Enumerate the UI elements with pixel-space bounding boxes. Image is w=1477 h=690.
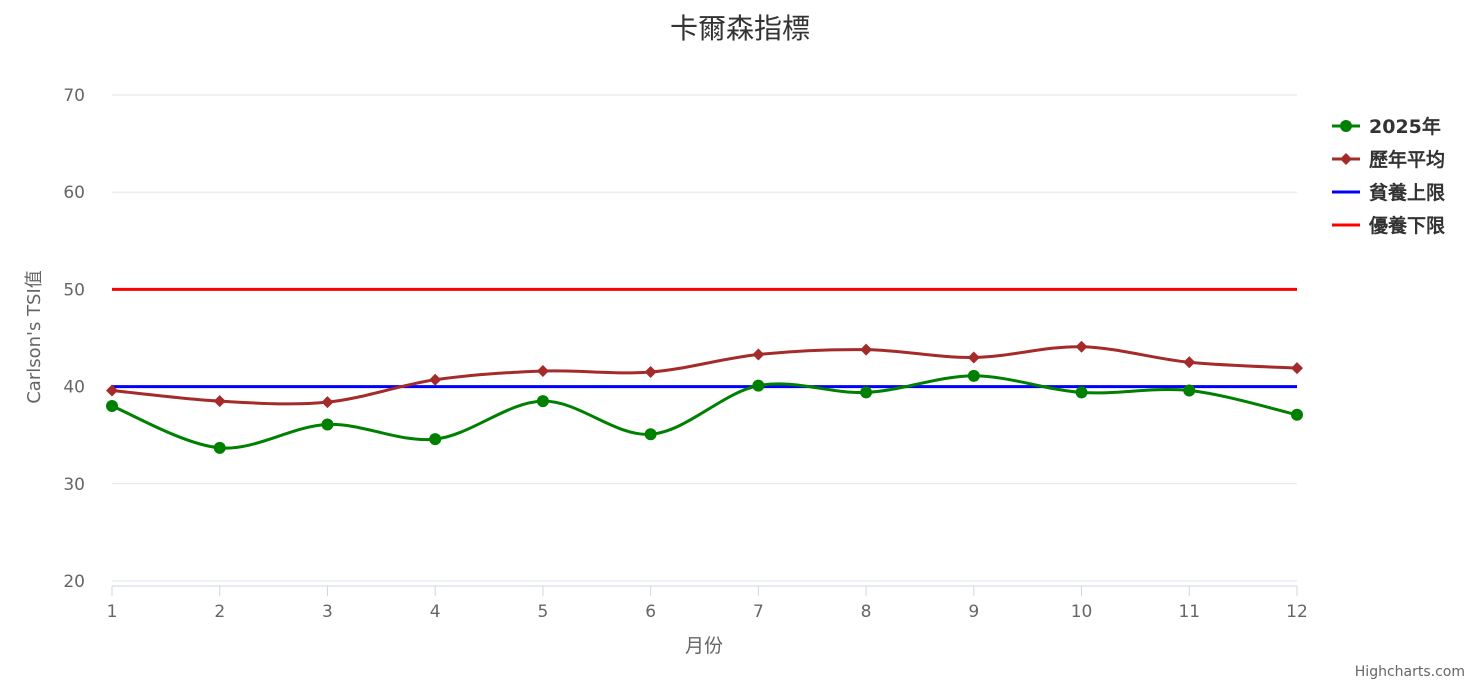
- legend-item[interactable]: 優養下限: [1332, 214, 1445, 237]
- series-0-point: [752, 379, 765, 392]
- legend-label: 歷年平均: [1369, 148, 1445, 171]
- x-tick-label: 10: [1071, 602, 1093, 622]
- x-tick-label: 2: [214, 602, 225, 622]
- legend-item[interactable]: 2025年: [1332, 115, 1441, 138]
- legend-label: 優養下限: [1368, 214, 1445, 237]
- series-1-point: [967, 351, 980, 364]
- y-tick-label: 60: [63, 183, 85, 203]
- legend-label: 貧養上限: [1369, 181, 1445, 204]
- x-tick-label: 5: [537, 602, 548, 622]
- series-0-point: [860, 386, 873, 399]
- legend-swatch-marker: [1340, 153, 1352, 165]
- x-tick-label: 3: [322, 602, 333, 622]
- series-0-point: [213, 441, 226, 454]
- series-0-point: [106, 400, 118, 413]
- x-axis-title: 月份: [685, 635, 723, 657]
- credits-link[interactable]: Highcharts.com: [1354, 664, 1465, 680]
- series-1-point: [106, 384, 118, 397]
- series-1-point: [860, 343, 873, 356]
- chart-title: 卡爾森指標: [670, 12, 810, 45]
- y-tick-label: 50: [63, 280, 85, 300]
- grid-lines: [112, 94, 1297, 582]
- y-tick-label: 20: [63, 572, 85, 592]
- series-0-line: [111, 374, 1298, 450]
- x-tick-label: 11: [1178, 602, 1200, 622]
- series-0-point: [967, 369, 980, 382]
- series-0-point: [321, 418, 334, 431]
- x-tick-label: 7: [753, 602, 764, 622]
- series-1-point: [429, 373, 442, 386]
- series-0-point: [644, 428, 657, 441]
- series-0-point: [1075, 386, 1088, 399]
- series-1-point: [536, 365, 549, 378]
- series-1-line: [111, 345, 1298, 406]
- x-tick-label: 12: [1286, 602, 1308, 622]
- y-axis-ticks: 20 30 40 50 60 70: [63, 86, 85, 592]
- x-tick-label: 1: [107, 602, 118, 622]
- series-0-point: [1291, 408, 1303, 421]
- x-tick-label: 9: [968, 602, 979, 622]
- series-1-point: [644, 366, 657, 379]
- series-0-point: [429, 433, 442, 446]
- x-tick-label: 4: [430, 602, 441, 622]
- series-1-point: [752, 348, 765, 361]
- series-1-point: [1291, 362, 1303, 375]
- x-tick-label: 8: [861, 602, 872, 622]
- x-tick-label: 6: [645, 602, 656, 622]
- x-axis: 1 2 3 4 5 6 7 8 9 10 11 12: [107, 585, 1308, 622]
- y-tick-label: 40: [63, 378, 85, 398]
- y-tick-label: 70: [63, 86, 85, 106]
- series-0-point: [536, 395, 549, 408]
- plot-series: [106, 287, 1303, 454]
- series-1-point: [1183, 356, 1196, 369]
- y-tick-label: 30: [63, 475, 85, 495]
- y-axis-title: Carlson's TSI值: [24, 270, 45, 404]
- series-1-point: [213, 395, 226, 408]
- legend-item[interactable]: 貧養上限: [1332, 181, 1445, 204]
- series-0-point: [1183, 384, 1196, 397]
- legend-label: 2025年: [1369, 115, 1441, 138]
- series-1-point: [1075, 340, 1088, 353]
- legend-item[interactable]: 歷年平均: [1332, 148, 1445, 171]
- series-1-point: [321, 396, 334, 409]
- legend-swatch-marker: [1340, 120, 1352, 132]
